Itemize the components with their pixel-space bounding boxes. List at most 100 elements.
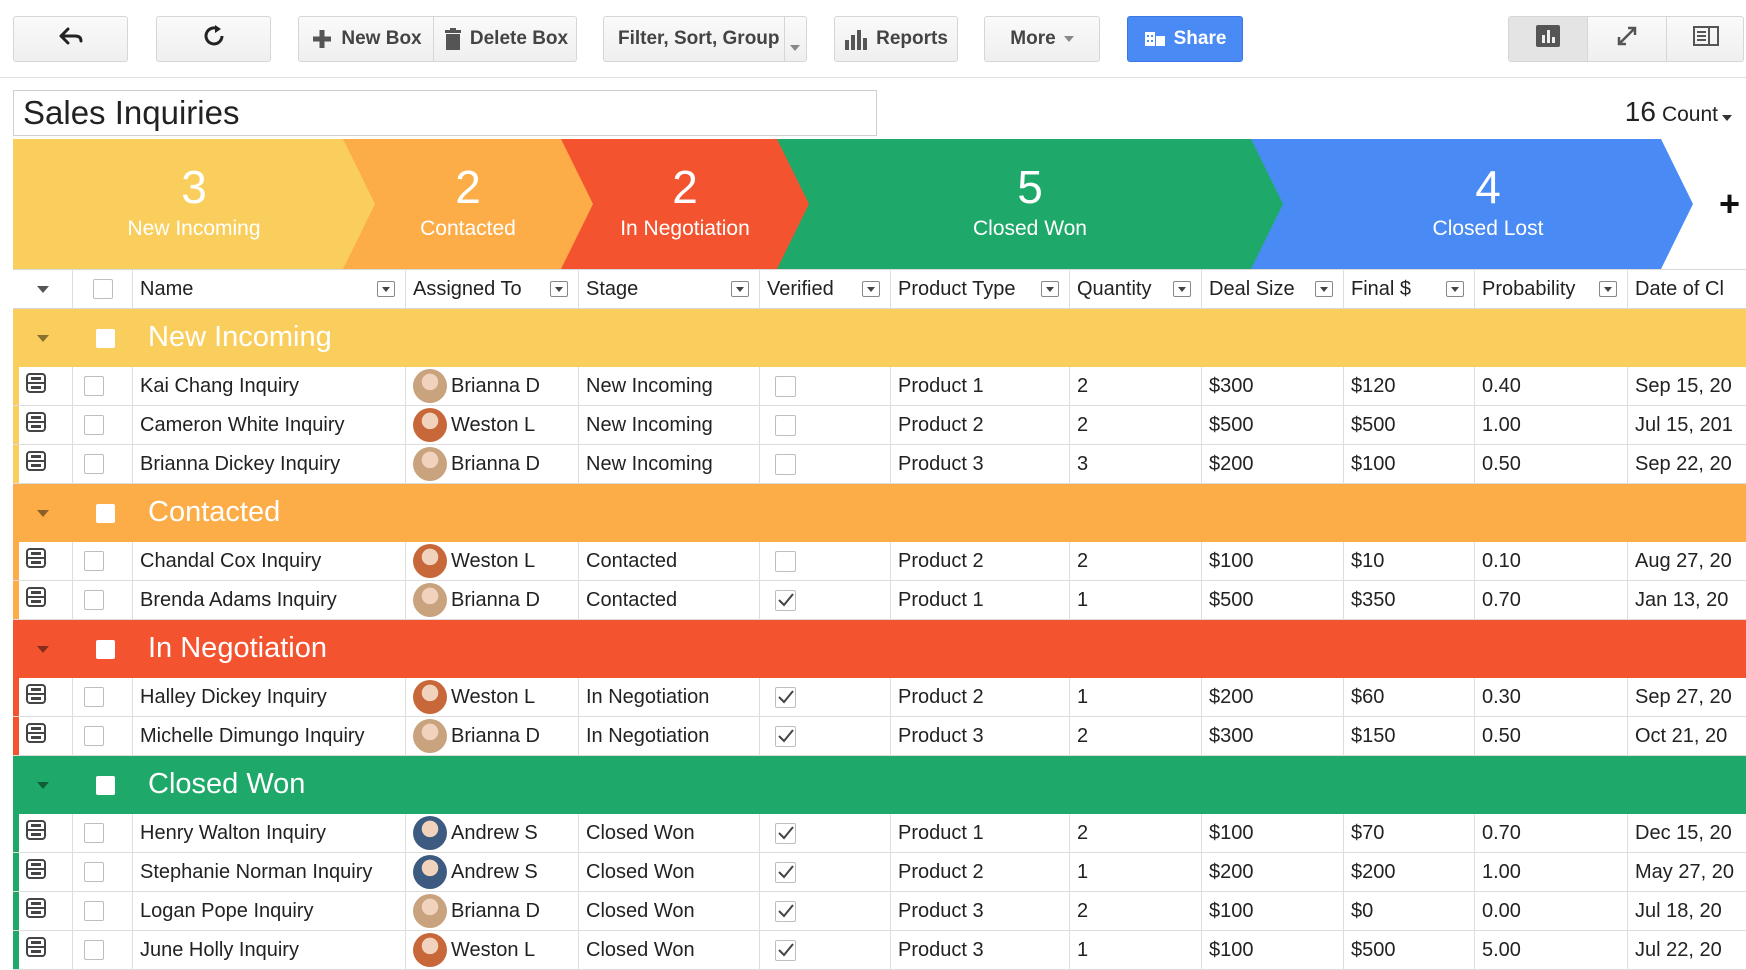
final-amount[interactable]: $120 bbox=[1351, 374, 1396, 397]
deal-size[interactable]: $100 bbox=[1209, 821, 1254, 844]
row-select-checkbox[interactable] bbox=[84, 590, 104, 610]
verified-checkbox[interactable] bbox=[775, 822, 796, 844]
group-select-checkbox[interactable] bbox=[96, 776, 115, 795]
assigned-to[interactable]: Andrew S bbox=[451, 860, 538, 883]
table-row[interactable]: Logan Pope Inquiry Brianna D Closed Won Pro… bbox=[13, 892, 1746, 931]
table-row[interactable]: Michelle Dimungo Inquiry Brianna D In Nego… bbox=[13, 717, 1746, 756]
final-amount[interactable]: $100 bbox=[1351, 452, 1396, 475]
group-collapse-caret-icon[interactable] bbox=[37, 782, 49, 789]
reports-button[interactable]: Reports bbox=[834, 16, 958, 62]
row-select-checkbox[interactable] bbox=[84, 415, 104, 435]
group-select-checkbox[interactable] bbox=[96, 329, 115, 348]
verified-checkbox[interactable] bbox=[775, 686, 796, 708]
record-name[interactable]: Brianna Dickey Inquiry bbox=[140, 452, 341, 475]
column-filter-icon[interactable] bbox=[1599, 281, 1617, 297]
final-amount[interactable]: $10 bbox=[1351, 549, 1385, 572]
column-header-quantity[interactable]: Quantity bbox=[1070, 270, 1202, 308]
table-row[interactable]: Brenda Adams Inquiry Brianna D Contacted Pr… bbox=[13, 581, 1746, 620]
stage-value[interactable]: In Negotiation bbox=[586, 724, 710, 747]
chart-view-button[interactable] bbox=[1509, 17, 1587, 61]
date-of-close[interactable]: Sep 15, 20 bbox=[1635, 374, 1732, 397]
column-header-assigned-to[interactable]: Assigned To bbox=[406, 270, 579, 308]
product-type[interactable]: Product 2 bbox=[898, 685, 984, 708]
quantity[interactable]: 3 bbox=[1077, 452, 1089, 475]
product-type[interactable]: Product 2 bbox=[898, 549, 984, 572]
probability[interactable]: 0.30 bbox=[1482, 685, 1521, 708]
row-expand-icon[interactable] bbox=[25, 372, 47, 400]
product-type[interactable]: Product 3 bbox=[898, 938, 984, 961]
stage-new-incoming[interactable]: 3 New Incoming bbox=[13, 139, 375, 269]
probability[interactable]: 0.50 bbox=[1482, 724, 1521, 747]
group-header-closed-won[interactable]: Closed Won bbox=[13, 756, 1746, 814]
row-select-checkbox[interactable] bbox=[84, 687, 104, 707]
final-amount[interactable]: $70 bbox=[1351, 821, 1385, 844]
row-select-checkbox[interactable] bbox=[84, 726, 104, 746]
probability[interactable]: 1.00 bbox=[1482, 860, 1521, 883]
quantity[interactable]: 2 bbox=[1077, 821, 1089, 844]
deal-size[interactable]: $100 bbox=[1209, 938, 1254, 961]
table-row[interactable]: Stephanie Norman Inquiry Andrew S Closed W… bbox=[13, 853, 1746, 892]
final-amount[interactable]: $350 bbox=[1351, 588, 1396, 611]
record-count[interactable]: 16 Count bbox=[1625, 96, 1732, 128]
product-type[interactable]: Product 3 bbox=[898, 452, 984, 475]
final-amount[interactable]: $200 bbox=[1351, 860, 1396, 883]
record-name[interactable]: Kai Chang Inquiry bbox=[140, 374, 299, 397]
date-of-close[interactable]: Sep 27, 20 bbox=[1635, 685, 1732, 708]
deal-size[interactable]: $300 bbox=[1209, 724, 1254, 747]
assigned-to[interactable]: Weston L bbox=[451, 685, 536, 708]
quantity[interactable]: 2 bbox=[1077, 724, 1089, 747]
stage-value[interactable]: New Incoming bbox=[586, 452, 713, 475]
stage-contacted[interactable]: 2 Contacted bbox=[375, 139, 561, 269]
table-row[interactable]: Halley Dickey Inquiry Weston L In Negotiat… bbox=[13, 678, 1746, 717]
quantity[interactable]: 2 bbox=[1077, 374, 1089, 397]
table-row[interactable]: Kai Chang Inquiry Brianna D New Incoming Pr… bbox=[13, 367, 1746, 406]
probability[interactable]: 0.10 bbox=[1482, 549, 1521, 572]
collapse-all-toggle[interactable] bbox=[13, 270, 73, 308]
row-select-checkbox[interactable] bbox=[84, 376, 104, 396]
row-expand-icon[interactable] bbox=[25, 586, 47, 614]
stage-closed-lost[interactable]: 4 Closed Lost bbox=[1283, 139, 1693, 269]
stage-value[interactable]: New Incoming bbox=[586, 374, 713, 397]
column-header-name[interactable]: Name bbox=[133, 270, 406, 308]
add-stage-plus-icon[interactable]: + bbox=[1718, 183, 1740, 224]
deal-size[interactable]: $100 bbox=[1209, 899, 1254, 922]
select-all-checkbox[interactable] bbox=[93, 279, 113, 299]
stage-value[interactable]: New Incoming bbox=[586, 413, 713, 436]
record-name[interactable]: Chandal Cox Inquiry bbox=[140, 549, 322, 572]
assigned-to[interactable]: Weston L bbox=[451, 549, 536, 572]
assigned-to[interactable]: Weston L bbox=[451, 938, 536, 961]
column-filter-icon[interactable] bbox=[731, 281, 749, 297]
stage-value[interactable]: Closed Won bbox=[586, 899, 695, 922]
probability[interactable]: 0.40 bbox=[1482, 374, 1521, 397]
column-header-probability[interactable]: Probability bbox=[1475, 270, 1628, 308]
more-button[interactable]: More bbox=[984, 16, 1100, 62]
stage-value[interactable]: Contacted bbox=[586, 588, 678, 611]
deal-size[interactable]: $100 bbox=[1209, 549, 1254, 572]
verified-checkbox[interactable] bbox=[775, 550, 796, 572]
group-header-in-negotiation[interactable]: In Negotiation bbox=[13, 620, 1746, 678]
table-row[interactable]: Cameron White Inquiry Weston L New Incomin… bbox=[13, 406, 1746, 445]
group-header-contacted[interactable]: Contacted bbox=[13, 484, 1746, 542]
probability[interactable]: 1.00 bbox=[1482, 413, 1521, 436]
probability[interactable]: 0.70 bbox=[1482, 588, 1521, 611]
share-button[interactable]: Share bbox=[1127, 16, 1243, 62]
assigned-to[interactable]: Brianna D bbox=[451, 452, 540, 475]
quantity[interactable]: 1 bbox=[1077, 938, 1089, 961]
probability[interactable]: 0.00 bbox=[1482, 899, 1521, 922]
record-name[interactable]: Stephanie Norman Inquiry bbox=[140, 860, 373, 883]
column-header-stage[interactable]: Stage bbox=[579, 270, 760, 308]
probability[interactable]: 5.00 bbox=[1482, 938, 1521, 961]
refresh-button[interactable] bbox=[156, 16, 271, 62]
row-expand-icon[interactable] bbox=[25, 722, 47, 750]
assigned-to[interactable]: Brianna D bbox=[451, 724, 540, 747]
verified-checkbox[interactable] bbox=[775, 589, 796, 611]
date-of-close[interactable]: Jul 15, 201 bbox=[1635, 413, 1733, 436]
group-select-checkbox[interactable] bbox=[96, 504, 115, 523]
filter-sort-group-button[interactable]: Filter, Sort, Group bbox=[603, 16, 807, 62]
record-name[interactable]: Halley Dickey Inquiry bbox=[140, 685, 327, 708]
group-select-checkbox[interactable] bbox=[96, 640, 115, 659]
stage-closed-won[interactable]: 5 Closed Won bbox=[809, 139, 1251, 269]
verified-checkbox[interactable] bbox=[775, 375, 796, 397]
record-name[interactable]: Michelle Dimungo Inquiry bbox=[140, 724, 365, 747]
column-header-date-of-close[interactable]: Date of Cl bbox=[1635, 277, 1724, 300]
